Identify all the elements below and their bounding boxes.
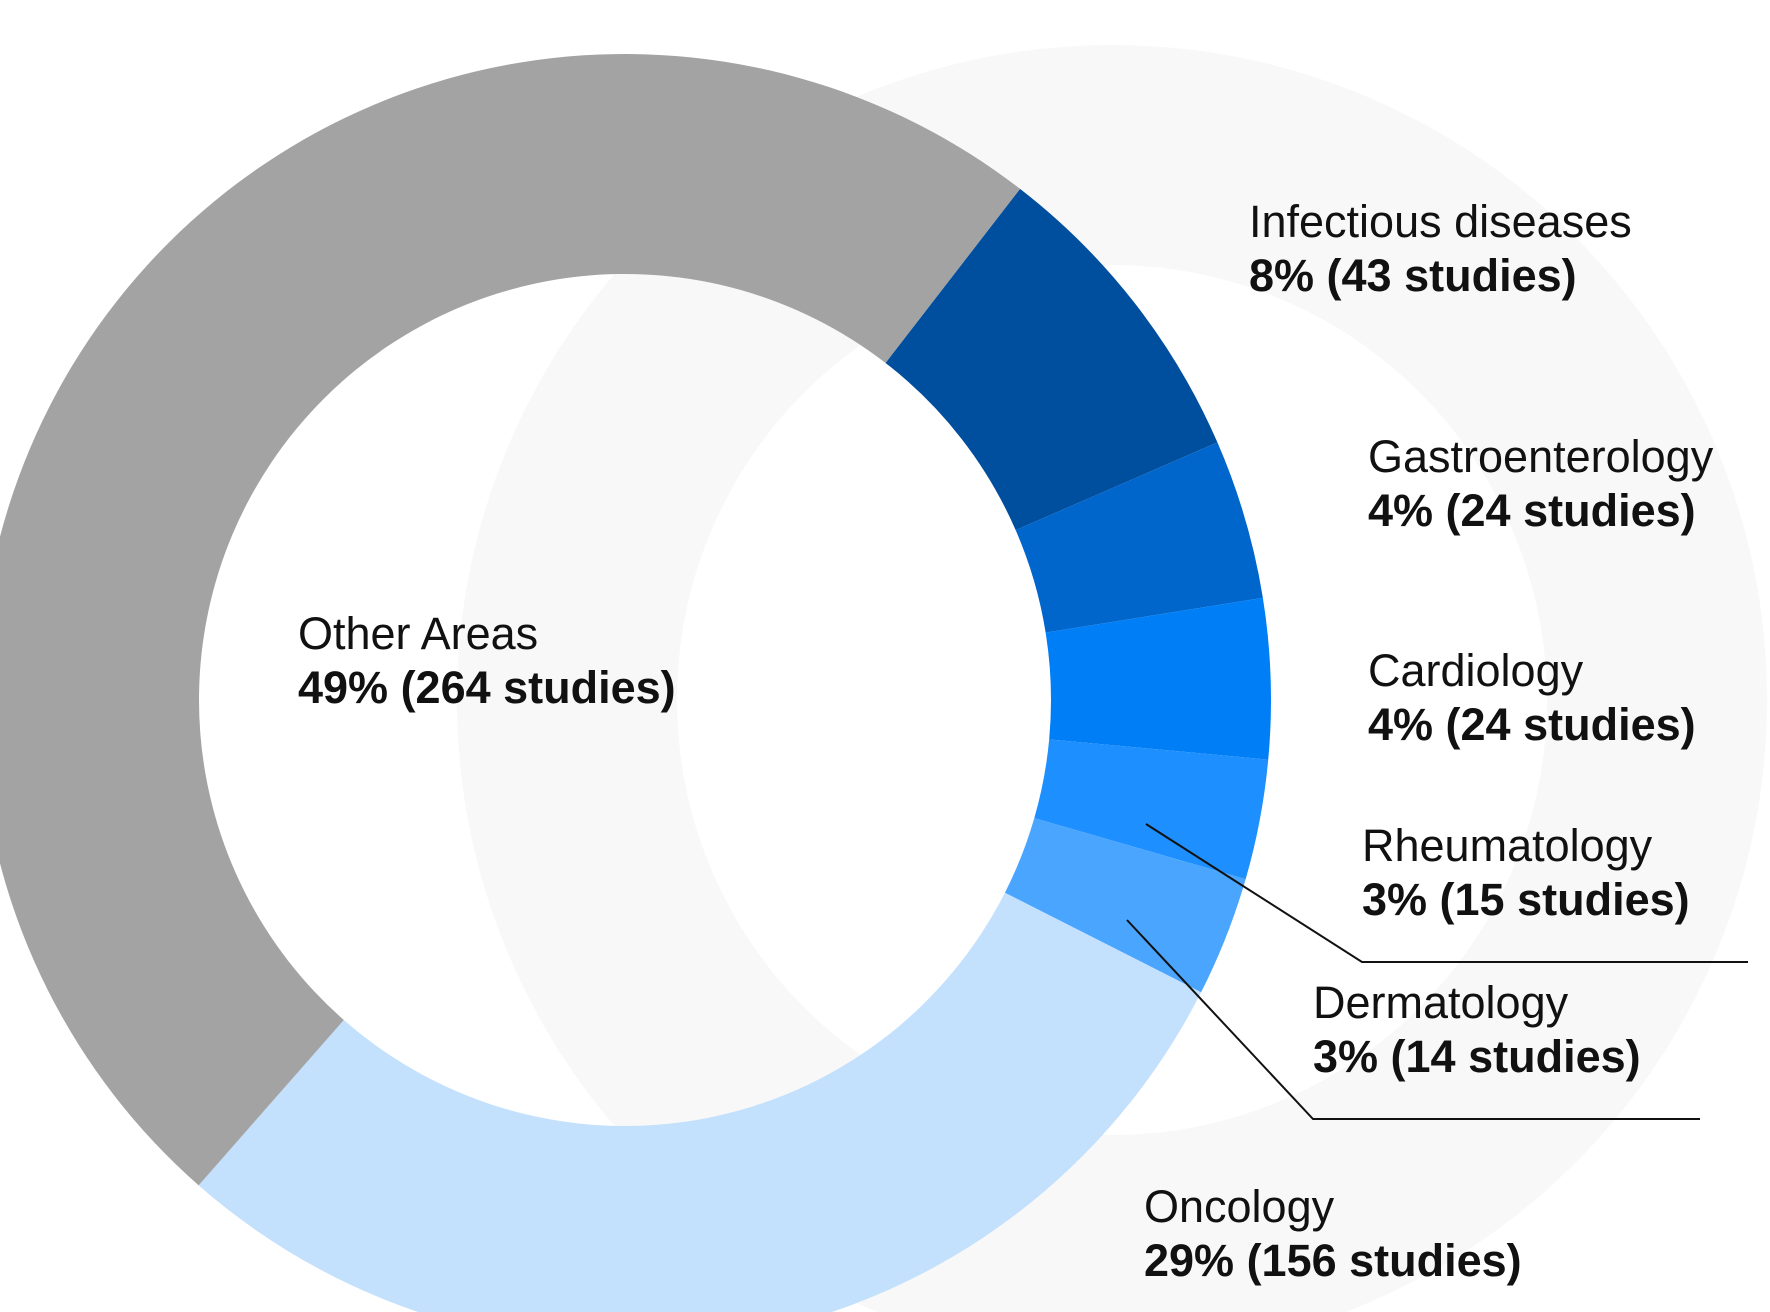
slice [1004, 818, 1246, 993]
slice-name: Cardiology [1368, 645, 1584, 696]
slice-value-label: 49% (264 studies) [298, 662, 676, 713]
background-ring [457, 45, 1767, 1312]
slice-value-label: 8% (43 studies) [1249, 250, 1577, 301]
slice-value-label: 3% (14 studies) [1313, 1031, 1641, 1082]
slice-name: Infectious diseases [1249, 196, 1632, 247]
slice-name: Other Areas [298, 608, 538, 659]
slice-name: Oncology [1144, 1181, 1335, 1232]
slices [0, 53, 1271, 1312]
leader-line [1145, 823, 1748, 963]
slice-value-label: 29% (156 studies) [1144, 1235, 1522, 1286]
slice [1045, 597, 1271, 760]
slice-name: Gastroenterology [1368, 431, 1714, 482]
slice [1034, 739, 1269, 880]
slice [0, 53, 1021, 1186]
slice-name: Rheumatology [1362, 820, 1653, 871]
slice-value-label: 4% (24 studies) [1368, 485, 1696, 536]
slice [1015, 442, 1263, 633]
slice [198, 892, 1202, 1312]
slice [885, 188, 1218, 531]
slice-name: Dermatology [1313, 977, 1569, 1028]
slice-value-label: 3% (15 studies) [1362, 874, 1690, 925]
slice-value-label: 4% (24 studies) [1368, 699, 1696, 750]
leader-line [1126, 919, 1700, 1120]
